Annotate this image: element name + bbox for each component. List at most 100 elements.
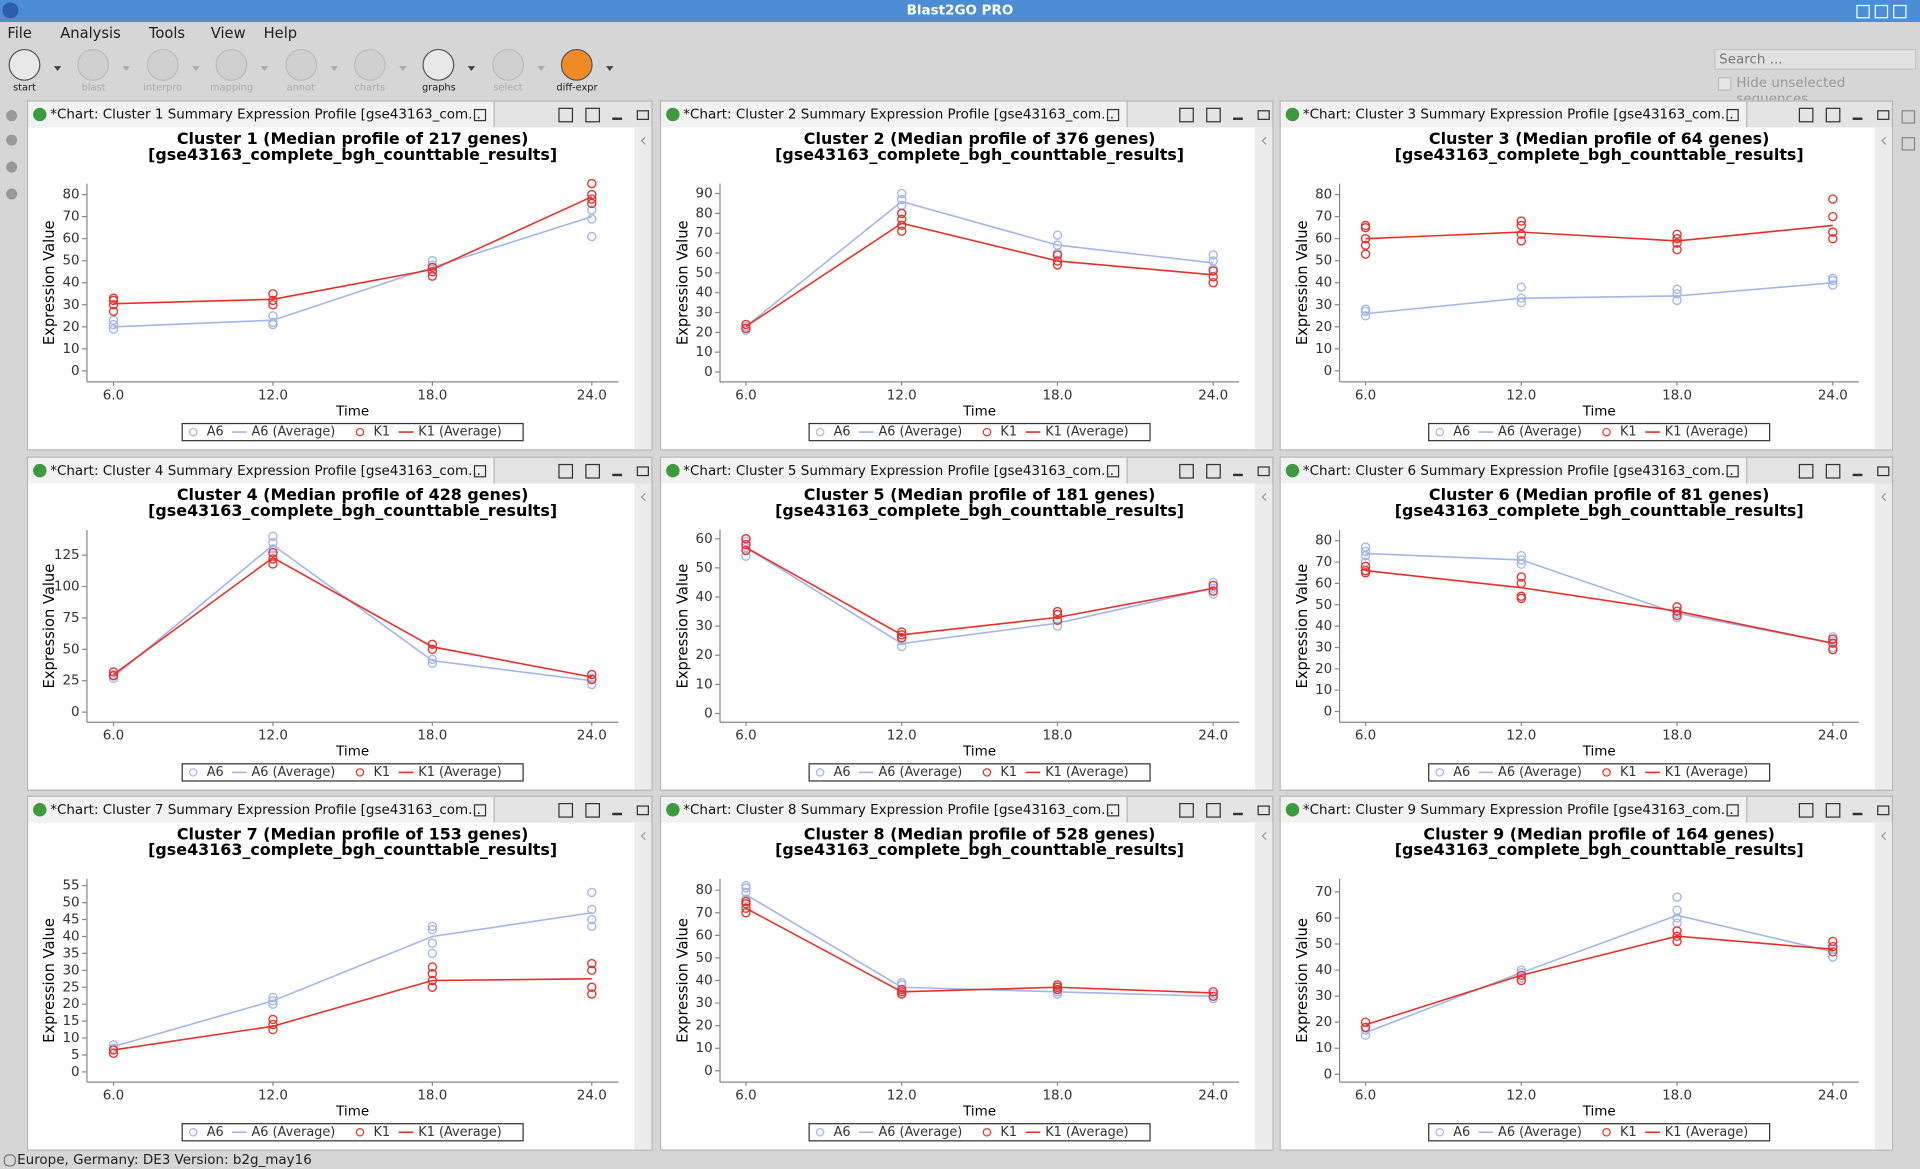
- panel-button[interactable]: [1825, 107, 1841, 123]
- tab[interactable]: *Chart: Cluster 1 Summary Expression Pro…: [28, 101, 495, 128]
- tab-close[interactable]: [1106, 108, 1120, 122]
- panel-button[interactable]: [1877, 110, 1890, 120]
- panel-button[interactable]: [1257, 805, 1270, 816]
- tab-close[interactable]: [1106, 804, 1120, 817]
- tool-icon[interactable]: [8, 48, 41, 81]
- panel-button[interactable]: [1233, 466, 1243, 477]
- tab-close[interactable]: [473, 804, 487, 817]
- panel-button[interactable]: [1877, 805, 1890, 816]
- title-bar: Blast2GO PRO: [0, 0, 1920, 23]
- menu-item[interactable]: Help: [263, 24, 298, 42]
- panel-button[interactable]: [585, 802, 601, 818]
- checkbox[interactable]: [1717, 77, 1732, 91]
- tab-close[interactable]: [473, 465, 487, 478]
- y-tick-label: 15: [62, 1014, 79, 1029]
- panel-button[interactable]: [1233, 805, 1243, 816]
- side-icon[interactable]: [6, 134, 18, 146]
- tab-close[interactable]: [1106, 465, 1120, 478]
- panel-button[interactable]: [1179, 107, 1194, 123]
- side-icon[interactable]: [6, 110, 18, 122]
- panel-button[interactable]: [1233, 110, 1243, 120]
- y-tick-label: 25: [62, 674, 79, 689]
- panel-button[interactable]: [1206, 107, 1221, 123]
- menu-item[interactable]: File: [7, 24, 32, 42]
- panel-button[interactable]: [1852, 110, 1863, 120]
- y-tick-label: 60: [1315, 232, 1332, 247]
- panel-button[interactable]: [1798, 107, 1814, 123]
- tab[interactable]: *Chart: Cluster 2 Summary Expression Pro…: [661, 101, 1128, 128]
- x-axis-label: Time: [962, 404, 996, 419]
- tool-label[interactable]: diff-expr: [556, 82, 598, 94]
- panel-button[interactable]: [636, 466, 649, 477]
- x-tick-label: 12.0: [258, 1089, 288, 1104]
- menu-item[interactable]: Analysis: [60, 24, 121, 42]
- tool-icon[interactable]: [561, 48, 593, 81]
- panel-button[interactable]: [612, 805, 623, 816]
- x-tick-label: 18.0: [417, 388, 447, 403]
- panel-button[interactable]: [558, 107, 574, 123]
- panel-button[interactable]: [558, 802, 574, 818]
- side-icon[interactable]: [6, 161, 18, 173]
- right-strip: [1896, 102, 1919, 1150]
- panel-button[interactable]: [612, 110, 623, 120]
- tab[interactable]: *Chart: Cluster 8 Summary Expression Pro…: [661, 796, 1128, 823]
- tab[interactable]: *Chart: Cluster 3 Summary Expression Pro…: [1280, 101, 1748, 128]
- panel-button[interactable]: [612, 466, 623, 477]
- tab-close[interactable]: [473, 108, 487, 122]
- menu-item[interactable]: View: [210, 24, 246, 42]
- chart: Cluster 9 (Median profile of 164 genes)[…: [1280, 822, 1892, 1150]
- tab-close[interactable]: [1726, 108, 1739, 122]
- panel-button[interactable]: [1877, 466, 1890, 477]
- tab[interactable]: *Chart: Cluster 5 Summary Expression Pro…: [661, 457, 1128, 484]
- window-button[interactable]: [1874, 4, 1889, 19]
- panel-button[interactable]: [1825, 463, 1841, 479]
- panel-button[interactable]: [1798, 463, 1814, 479]
- y-tick-label: 0: [71, 364, 80, 379]
- window-button[interactable]: [1856, 4, 1870, 19]
- panel-button[interactable]: [585, 463, 601, 479]
- window-button[interactable]: [1893, 4, 1907, 19]
- data-point: [1360, 240, 1371, 251]
- scroll-arrow: [1261, 492, 1267, 502]
- tool-label[interactable]: graphs: [421, 82, 456, 94]
- panel-button[interactable]: [1852, 805, 1863, 816]
- tab[interactable]: *Chart: Cluster 7 Summary Expression Pro…: [28, 796, 495, 823]
- legend-label: K1: [373, 765, 390, 780]
- search-box[interactable]: Search ...: [1714, 48, 1917, 70]
- panel-button[interactable]: [1798, 802, 1814, 818]
- panel-button[interactable]: [1852, 466, 1863, 477]
- y-tick-label: 60: [696, 928, 713, 943]
- tool-icon[interactable]: [422, 48, 455, 81]
- data-point: [1672, 905, 1682, 915]
- tool-label[interactable]: start: [13, 82, 36, 94]
- menu-item[interactable]: Tools: [148, 24, 186, 42]
- panel-button[interactable]: [1206, 802, 1221, 818]
- panel-button[interactable]: [585, 107, 601, 123]
- panel-button[interactable]: [636, 110, 649, 120]
- panel-button[interactable]: [1825, 802, 1841, 818]
- y-axis-label: Expression Value: [674, 918, 691, 1043]
- panel-button[interactable]: [1179, 463, 1194, 479]
- panel-button[interactable]: [1206, 463, 1221, 479]
- panel-button[interactable]: [1257, 466, 1270, 477]
- tool-icon: [77, 48, 110, 81]
- tool-dropdown[interactable]: [53, 66, 62, 71]
- y-tick-label: 50: [62, 254, 79, 269]
- legend-label: K1 (Average): [1045, 765, 1128, 780]
- side-icon[interactable]: [1901, 137, 1916, 151]
- panel-button[interactable]: [1257, 110, 1270, 120]
- tab[interactable]: *Chart: Cluster 6 Summary Expression Pro…: [1280, 457, 1748, 484]
- x-tick-label: 18.0: [1662, 729, 1692, 744]
- tab-close[interactable]: [1726, 465, 1739, 478]
- panel-button[interactable]: [636, 805, 649, 816]
- panel-button[interactable]: [558, 463, 574, 479]
- tab-close[interactable]: [1726, 804, 1739, 817]
- legend: [1428, 1123, 1771, 1142]
- side-icon[interactable]: [1901, 110, 1916, 124]
- tab[interactable]: *Chart: Cluster 9 Summary Expression Pro…: [1280, 796, 1748, 823]
- tool-dropdown[interactable]: [468, 66, 476, 71]
- tool-dropdown[interactable]: [606, 66, 614, 71]
- side-icon[interactable]: [6, 188, 18, 200]
- tab[interactable]: *Chart: Cluster 4 Summary Expression Pro…: [28, 457, 495, 484]
- panel-button[interactable]: [1179, 802, 1194, 818]
